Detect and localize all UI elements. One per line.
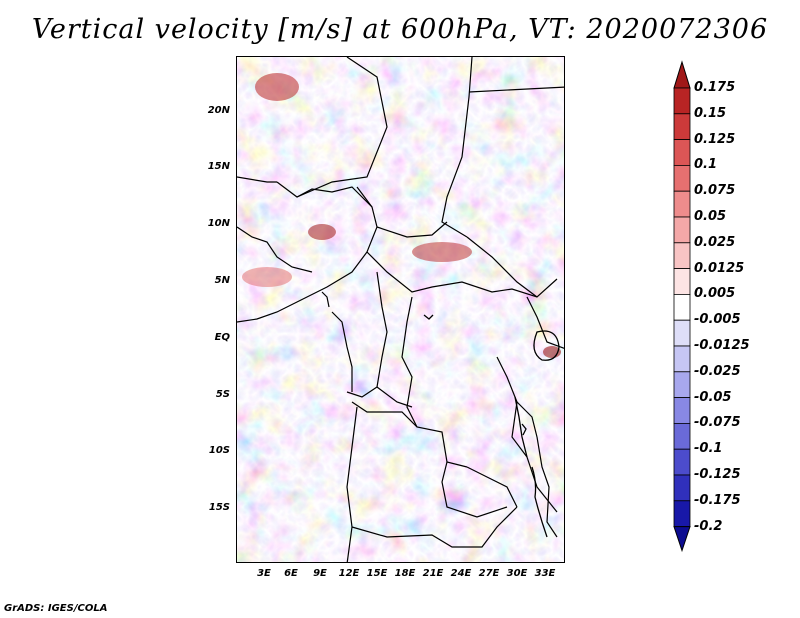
colorbar-tick-label: -0.05 bbox=[694, 389, 732, 405]
lat-label-15s: 15S bbox=[208, 502, 230, 513]
colorbar-bin bbox=[673, 345, 691, 373]
colorbar-tick-label: 0.125 bbox=[694, 131, 736, 147]
colorbar-tick-label: 0.075 bbox=[694, 183, 736, 199]
colorbar-tick-label: -0.2 bbox=[694, 518, 723, 534]
lat-label-20n: 20N bbox=[207, 105, 230, 116]
colorbar-tick-label: 0.005 bbox=[694, 286, 736, 302]
lon-label-12e: 12E bbox=[338, 568, 360, 579]
lon-label-33e: 33E bbox=[534, 568, 556, 579]
lat-label-eq: EQ bbox=[214, 332, 230, 343]
colorbar-tick-label: -0.175 bbox=[694, 492, 741, 508]
lon-label-30e: 30E bbox=[506, 568, 528, 579]
colorbar-tick-label: -0.0125 bbox=[694, 338, 750, 353]
grads-credit: GrADS: IGES/COLA bbox=[4, 603, 108, 614]
colorbar-bin bbox=[673, 500, 691, 527]
lon-label-9e: 9E bbox=[313, 568, 327, 579]
map-panel bbox=[236, 56, 565, 563]
colorbar-bin bbox=[673, 165, 691, 192]
lat-label-5s: 5S bbox=[215, 389, 230, 400]
lon-label-27e: 27E bbox=[478, 568, 500, 579]
colorbar-bin bbox=[673, 319, 691, 347]
velocity-field bbox=[237, 57, 564, 562]
colorbar-tick-label: -0.1 bbox=[694, 441, 723, 457]
colorbar-tick-label: 0.175 bbox=[694, 80, 736, 95]
colorbar-bin bbox=[673, 474, 691, 502]
colorbar-bin bbox=[673, 190, 691, 218]
lon-label-18e: 18E bbox=[394, 568, 416, 579]
colorbar-bottom-arrow bbox=[673, 526, 691, 553]
chart-title: Vertical velocity [m/s] at 600hPa, VT: 2… bbox=[31, 14, 769, 45]
colorbar-tick-label: 0.0125 bbox=[694, 260, 745, 276]
colorbar-tick-label: -0.025 bbox=[694, 363, 741, 379]
colorbar-bin bbox=[673, 293, 691, 321]
lon-label-15e: 15E bbox=[366, 568, 388, 579]
colorbar-tick-label: 0.1 bbox=[694, 157, 718, 173]
colorbar bbox=[673, 60, 691, 553]
colorbar-bin bbox=[673, 448, 691, 476]
colorbar-top-arrow bbox=[673, 60, 691, 89]
colorbar-bin bbox=[673, 87, 691, 115]
colorbar-tick-label: -0.125 bbox=[694, 467, 741, 482]
colorbar-bin bbox=[673, 242, 691, 270]
lon-label-21e: 21E bbox=[422, 568, 444, 579]
colorbar-tick-label: 0.05 bbox=[694, 209, 727, 224]
colorbar-bin bbox=[673, 216, 691, 244]
lat-label-10s: 10S bbox=[208, 445, 230, 456]
colorbar-tick-label: -0.005 bbox=[694, 312, 741, 328]
colorbar-tick-label: 0.025 bbox=[694, 234, 736, 250]
colorbar-bin bbox=[673, 113, 691, 140]
lat-label-5n: 5N bbox=[214, 275, 230, 286]
lon-label-3e: 3E bbox=[257, 568, 271, 579]
colorbar-bin bbox=[673, 371, 691, 398]
lat-label-10n: 10N bbox=[207, 218, 230, 229]
lon-label-6e: 6E bbox=[284, 568, 298, 579]
colorbar-bin bbox=[673, 422, 691, 450]
colorbar-bin bbox=[673, 268, 691, 295]
lat-label-15n: 15N bbox=[207, 161, 230, 172]
colorbar-tick-label: 0.15 bbox=[694, 105, 727, 121]
colorbar-tick-label: -0.075 bbox=[694, 415, 741, 431]
lon-label-24e: 24E bbox=[450, 568, 472, 579]
colorbar-bin bbox=[673, 139, 691, 166]
colorbar-bin bbox=[673, 397, 691, 424]
